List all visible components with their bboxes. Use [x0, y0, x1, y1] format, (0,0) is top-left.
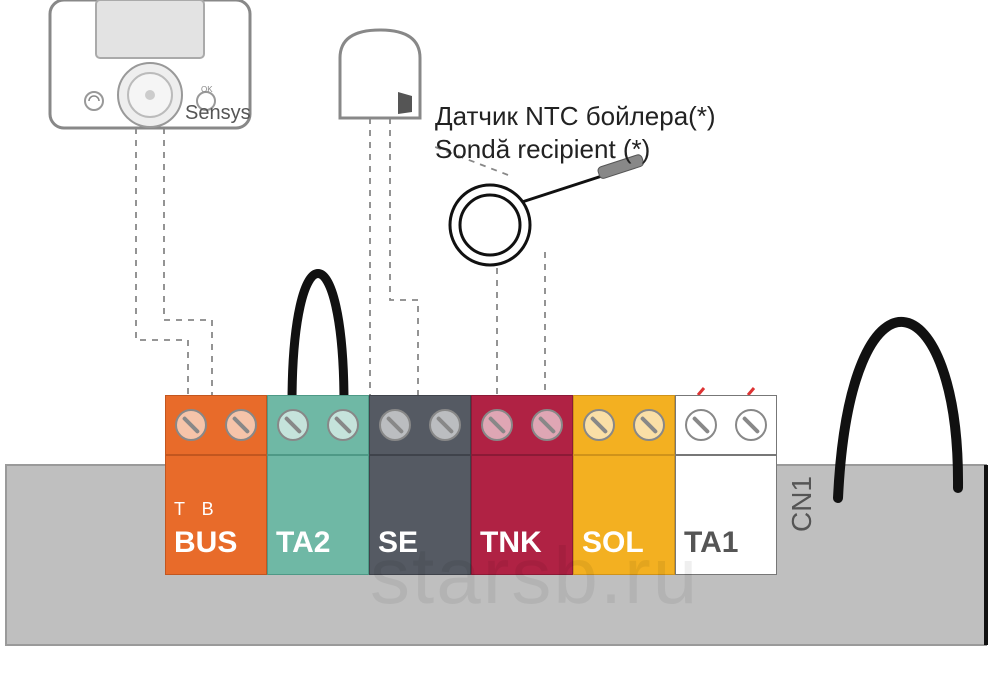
terminal-bus: T B BUS — [165, 395, 267, 575]
screw-icon — [633, 409, 665, 441]
terminal-name: BUS — [174, 526, 258, 560]
terminal-ta1-screws — [675, 395, 777, 455]
terminal-ta2-label: TA2 — [267, 455, 369, 575]
terminal-ta2-screws — [267, 395, 369, 455]
external-sensor — [340, 30, 420, 118]
terminal-sol-screws — [573, 395, 675, 455]
screw-icon — [429, 409, 461, 441]
ta2-jumper-wire — [292, 274, 344, 405]
screw-icon — [583, 409, 615, 441]
cn1-label: CN1 — [786, 476, 818, 532]
svg-text:OK: OK — [201, 85, 213, 94]
terminal-tnk-screws — [471, 395, 573, 455]
terminal-name: TA2 — [276, 526, 360, 560]
annotation-line2: Sondă recipient (*) — [435, 133, 716, 166]
screw-icon — [531, 409, 563, 441]
screw-icon — [379, 409, 411, 441]
terminal-ta2: TA2 — [267, 395, 369, 575]
screw-icon — [277, 409, 309, 441]
screw-icon — [685, 409, 717, 441]
screw-icon — [327, 409, 359, 441]
watermark: starsb.ru — [370, 530, 699, 622]
sensys-label: Sensys — [185, 102, 251, 125]
terminal-se-screws — [369, 395, 471, 455]
screw-icon — [735, 409, 767, 441]
screw-icon — [481, 409, 513, 441]
diagram-stage: OK — [0, 0, 1000, 700]
screw-icon — [225, 409, 257, 441]
ntc-annotation: Датчик NTC бойлера(*) Sondă recipient (*… — [435, 100, 716, 165]
screw-icon — [175, 409, 207, 441]
annotation-line1: Датчик NTC бойлера(*) — [435, 100, 716, 133]
terminal-bus-label: T B BUS — [165, 455, 267, 575]
ntc-probe — [450, 154, 644, 265]
terminal-bus-screws — [165, 395, 267, 455]
terminal-pin-labels: T B — [174, 499, 258, 520]
